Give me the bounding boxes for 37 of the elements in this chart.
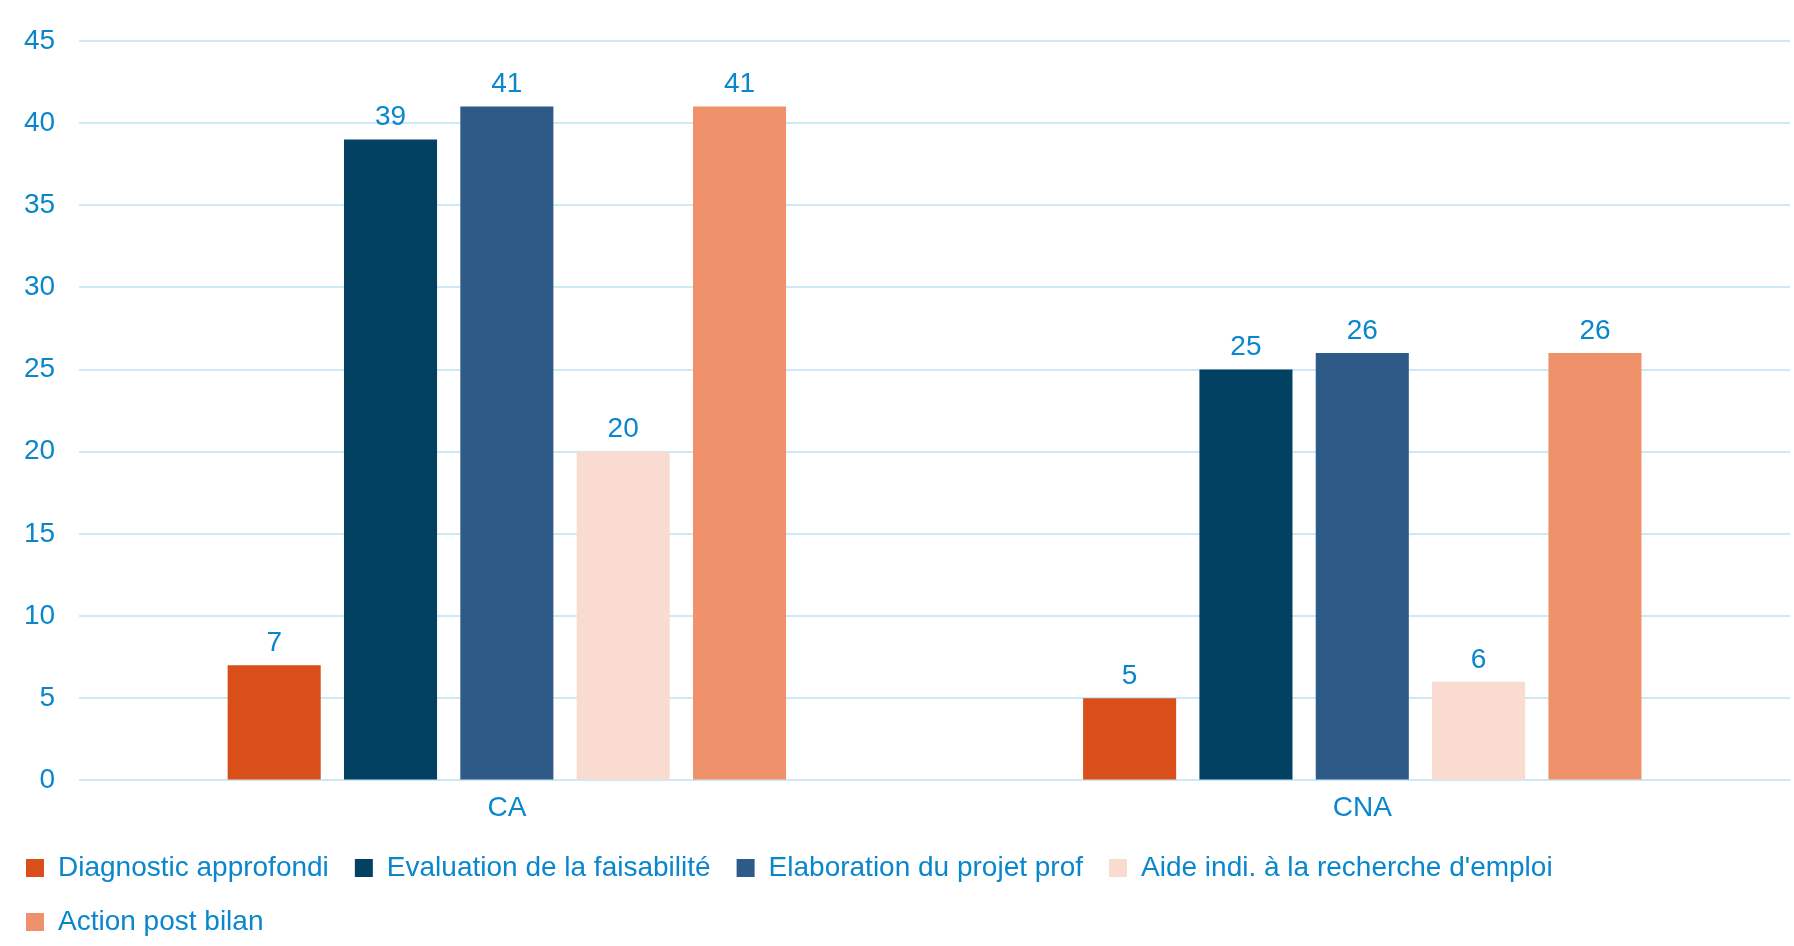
- data-label: 6: [1470, 642, 1487, 674]
- data-label: 26: [1579, 313, 1611, 345]
- y-tick-label: 25: [23, 352, 56, 384]
- data-label: 25: [1230, 330, 1262, 362]
- y-tick-label: 45: [23, 23, 56, 55]
- legend-label: Action post bilan: [58, 904, 264, 936]
- x-tick-label: CNA: [1332, 790, 1393, 822]
- bar: [460, 106, 554, 780]
- data-label: 5: [1121, 658, 1138, 690]
- y-tick-label: 40: [23, 105, 56, 137]
- bar: [1548, 353, 1642, 780]
- bar: [343, 139, 438, 780]
- y-tick-label: 5: [39, 680, 56, 712]
- data-label: 41: [491, 67, 523, 99]
- y-tick-label: 30: [23, 270, 56, 302]
- x-tick-label: CA: [487, 790, 527, 822]
- bar: [1199, 369, 1293, 780]
- legend-label: Aide indi. à la recherche d'emploi: [1141, 850, 1553, 882]
- legend-label: Diagnostic approfondi: [58, 850, 329, 882]
- bar: [1083, 698, 1177, 780]
- legend-label: Evaluation de la faisabilité: [386, 850, 711, 882]
- data-label: 39: [374, 100, 407, 132]
- bar: [693, 106, 787, 780]
- bar: [227, 665, 321, 780]
- y-tick-label: 15: [23, 516, 56, 548]
- y-tick-label: 10: [23, 598, 56, 630]
- data-label: 26: [1346, 313, 1378, 345]
- bar: [1315, 353, 1409, 780]
- data-label: 20: [607, 412, 639, 444]
- bar: [576, 451, 670, 780]
- data-label: 41: [723, 67, 756, 99]
- bar: [1432, 681, 1526, 780]
- y-tick-label: 20: [23, 434, 56, 466]
- legend-label: Elaboration du projet prof: [768, 850, 1084, 882]
- y-tick-label: 0: [39, 763, 56, 795]
- data-label: 7: [266, 626, 282, 658]
- y-tick-label: 35: [23, 187, 56, 219]
